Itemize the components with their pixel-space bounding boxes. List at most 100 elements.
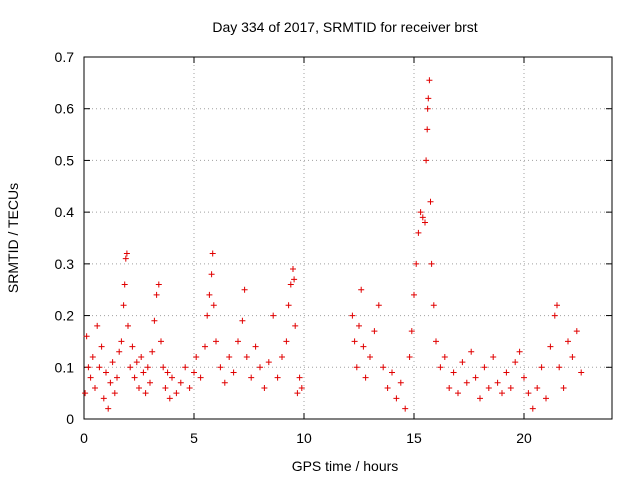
- data-point: [397, 379, 404, 386]
- x-tick-label: 15: [406, 430, 422, 446]
- plot-frame: [83, 56, 613, 420]
- data-point: [213, 338, 219, 345]
- grid-lines: [84, 57, 612, 419]
- x-tick-label: 10: [296, 430, 312, 446]
- data-point: [556, 364, 563, 371]
- data-point: [252, 343, 259, 350]
- data-point: [499, 390, 505, 397]
- data-point: [274, 374, 281, 381]
- data-point: [118, 338, 125, 345]
- data-point: [423, 157, 430, 164]
- data-point: [358, 286, 365, 293]
- data-point: [512, 359, 519, 366]
- data-point: [417, 209, 424, 216]
- data-point: [411, 291, 417, 298]
- data-point: [142, 390, 149, 397]
- data-point: [166, 395, 173, 402]
- data-point: [221, 379, 228, 386]
- data-point: [413, 260, 420, 267]
- data-point: [296, 374, 303, 381]
- data-point: [204, 312, 211, 319]
- y-axis-label: SRMTID / TECUs: [5, 183, 21, 293]
- data-point: [147, 379, 153, 386]
- data-point: [287, 281, 294, 288]
- data-point: [209, 250, 216, 257]
- data-point: [82, 390, 89, 397]
- data-point: [243, 353, 250, 360]
- data-point: [415, 229, 422, 236]
- data-point: [239, 317, 246, 324]
- data-point: [120, 302, 127, 309]
- data-point: [353, 364, 360, 371]
- data-point: [362, 374, 369, 381]
- data-point: [425, 95, 432, 102]
- data-point: [565, 338, 571, 345]
- data-point: [123, 250, 130, 257]
- data-point: [121, 281, 128, 288]
- data-point: [100, 395, 107, 402]
- data-point: [573, 328, 580, 335]
- data-point: [521, 374, 527, 381]
- y-tick-label: 0.1: [55, 359, 75, 375]
- data-point: [494, 379, 501, 386]
- chart-title: Day 334 of 2017, SRMTID for receiver brs…: [212, 19, 477, 35]
- data-point: [226, 353, 233, 360]
- axis-ticks: 0 0.1 0.2 0.3 0.4 0.5 0.6 0.7 0 5 10 15 20: [55, 49, 612, 446]
- data-point: [197, 374, 204, 381]
- data-point: [129, 343, 136, 350]
- data-point: [503, 369, 510, 376]
- data-point: [490, 353, 497, 360]
- data-point: [257, 364, 263, 371]
- y-tick-label: 0.7: [55, 49, 75, 65]
- y-tick-label: 0.5: [55, 152, 75, 168]
- data-point: [136, 384, 142, 391]
- data-point: [279, 353, 285, 360]
- data-point: [360, 343, 367, 350]
- data-point: [107, 379, 114, 386]
- data-point: [131, 374, 138, 381]
- data-point: [290, 266, 296, 273]
- data-point: [162, 384, 169, 391]
- data-point: [151, 317, 158, 324]
- data-point: [298, 384, 305, 391]
- data-point: [408, 328, 415, 335]
- data-point: [485, 384, 492, 391]
- data-point: [507, 384, 514, 391]
- data-point: [422, 219, 428, 226]
- data-point: [538, 364, 545, 371]
- data-point: [133, 359, 140, 366]
- data-point: [393, 395, 400, 402]
- data-point: [437, 364, 444, 371]
- data-point: [463, 379, 470, 386]
- data-point: [96, 364, 103, 371]
- data-point: [193, 353, 200, 360]
- data-point: [424, 126, 431, 133]
- y-tick-label: 0.4: [55, 204, 75, 220]
- data-point: [534, 384, 541, 391]
- x-tick-label: 0: [80, 430, 88, 446]
- data-point: [177, 379, 184, 386]
- data-point: [292, 322, 299, 329]
- data-point: [202, 343, 208, 350]
- x-axis-label: GPS time / hours: [292, 458, 399, 474]
- data-point: [235, 338, 241, 345]
- data-point: [153, 291, 160, 298]
- data-point: [210, 302, 217, 309]
- data-point: [433, 338, 439, 345]
- data-point: [406, 353, 413, 360]
- data-point: [375, 302, 382, 309]
- data-point: [191, 369, 197, 376]
- data-point: [481, 364, 488, 371]
- data-points: [82, 77, 585, 412]
- data-point: [158, 338, 164, 345]
- data-point: [265, 359, 272, 366]
- data-point: [351, 338, 358, 345]
- y-tick-label: 0: [66, 411, 74, 427]
- data-point: [441, 353, 448, 360]
- data-point: [109, 359, 116, 366]
- data-point: [261, 384, 268, 391]
- data-point: [430, 302, 437, 309]
- data-point: [380, 364, 387, 371]
- data-point: [529, 405, 536, 412]
